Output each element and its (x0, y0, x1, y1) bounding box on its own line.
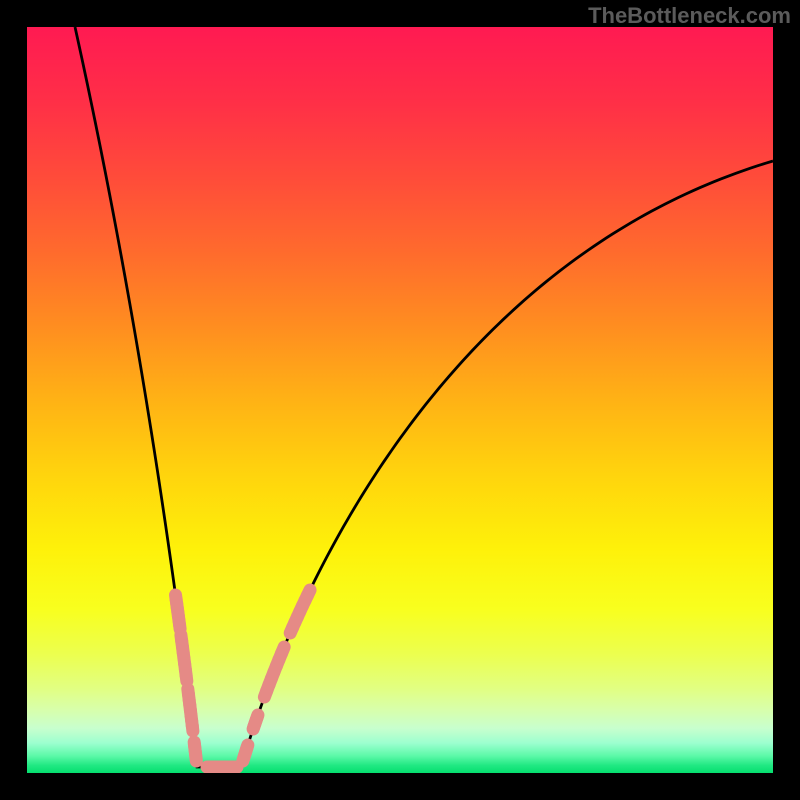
marker-segment (180, 625, 181, 629)
curve-layer (27, 27, 773, 773)
bottleneck-curve-left (75, 27, 241, 767)
marker-segment (186, 675, 187, 681)
watermark-label: TheBottleneck.com (588, 3, 791, 29)
marker-segment (243, 759, 244, 761)
bottleneck-curve-right (241, 161, 773, 767)
marker-segment (290, 628, 292, 633)
marker-group (176, 590, 311, 767)
marker-segment (192, 726, 193, 731)
marker-segment (253, 727, 254, 729)
marker-segment (264, 691, 266, 697)
plot-area (27, 27, 773, 773)
chart-frame: TheBottleneck.com (0, 0, 800, 800)
